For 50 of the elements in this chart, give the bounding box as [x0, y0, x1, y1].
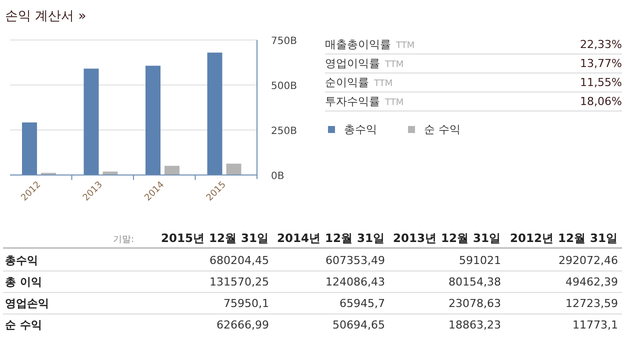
chart-title: 손익 계산서 » [5, 9, 86, 24]
text: 680204,45 [210, 254, 269, 267]
category-label: 2015년 12월 31일 [160, 231, 269, 245]
text: 11,55% [580, 76, 622, 89]
bar [22, 122, 37, 175]
text: TTM [374, 79, 393, 89]
bar [226, 164, 242, 175]
text: 591021 [459, 254, 501, 267]
y-tick-label: 750B [271, 36, 298, 47]
text: 49462,39 [566, 276, 618, 288]
text: 50694,65 [332, 318, 385, 332]
text: 131570,25 [210, 276, 269, 288]
text: TTM [385, 60, 404, 70]
text: TTM [385, 98, 404, 108]
y-tick-label: 0B [271, 171, 284, 182]
bar [84, 68, 99, 175]
text: TTM [395, 41, 415, 51]
text: 75950,1 [224, 297, 269, 310]
category-label: 2012년 12월 31일 [510, 231, 618, 245]
category-label: 영업이익률 [325, 57, 380, 70]
text: 23078,63 [448, 297, 501, 310]
category-label: 순이익률 [325, 76, 369, 89]
bar [207, 52, 222, 175]
legend-label: 순 수익 [424, 123, 460, 136]
category-label: 영업손익 [5, 297, 49, 310]
category-label: 매출총이익률 [325, 38, 391, 51]
category-label: 투자수익률 [325, 95, 380, 108]
text: 13,77% [580, 57, 622, 70]
text: 18863,23 [448, 318, 501, 332]
text: 22,33% [580, 38, 622, 51]
text: 607353,49 [326, 254, 385, 267]
y-tick-label: 500B [271, 81, 298, 92]
text: 18,06% [580, 95, 622, 108]
text: 62666,99 [216, 318, 269, 332]
y-tick-label: 250B [271, 126, 298, 137]
text: 124086,43 [326, 276, 385, 288]
category-label: 순 수익 [5, 318, 42, 332]
legend-label: 총수익 [344, 123, 377, 136]
text: 11773,1 [572, 318, 618, 332]
category-label: 2013년 12월 31일 [392, 231, 501, 245]
category-label: 2014년 12월 31일 [276, 231, 385, 245]
text: 65945,7 [340, 297, 385, 310]
text: 12723,59 [566, 297, 618, 310]
text: 292072,46 [558, 254, 618, 267]
bar [146, 66, 160, 175]
bar [164, 166, 180, 175]
text: 80154,38 [448, 276, 501, 288]
category-label: 총수익 [5, 254, 38, 267]
category-label: 총 이익 [5, 276, 42, 288]
text: 기말: [112, 235, 134, 245]
